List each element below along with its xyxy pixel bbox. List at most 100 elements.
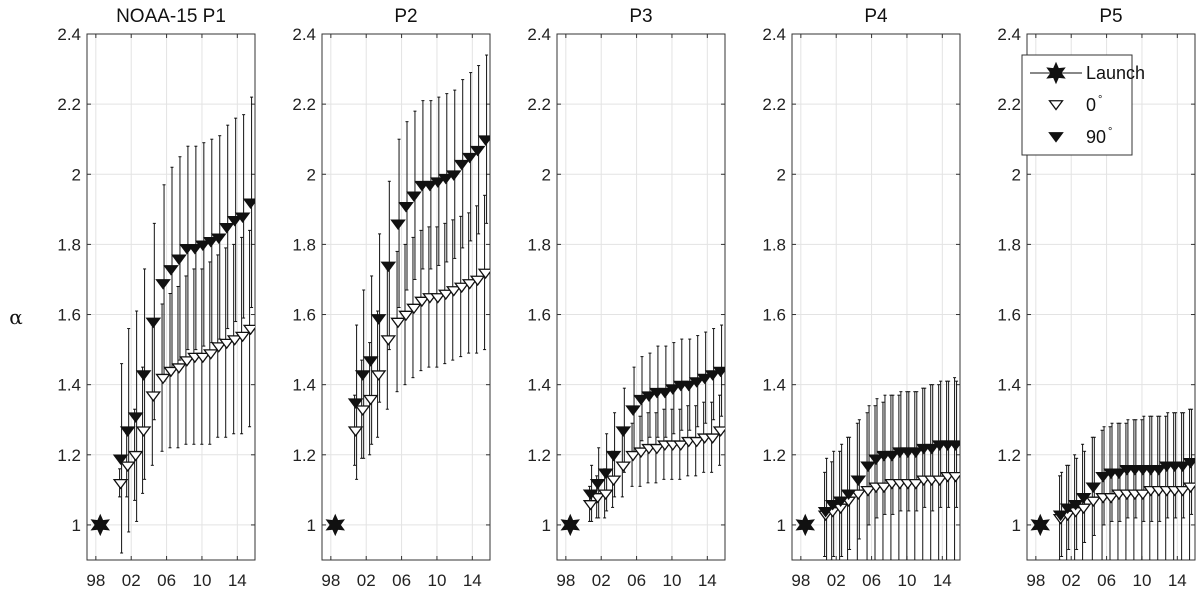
data-point-90deg (1111, 468, 1127, 479)
data-point-0deg (242, 324, 255, 336)
data-point-90deg (625, 405, 641, 416)
data-point-90deg (380, 261, 397, 273)
data-point-0deg (1135, 489, 1151, 501)
data-point-90deg (688, 377, 705, 388)
data-point-0deg (202, 349, 219, 360)
data-point-90deg (1085, 482, 1102, 494)
y-tick-label: 1.2 (57, 446, 81, 465)
data-point-0deg (347, 426, 364, 437)
data-point-90deg (615, 426, 632, 437)
y-tick-label: 1.8 (527, 235, 551, 254)
data-point-90deg (923, 443, 940, 455)
legend-filled-triangle-icon (1048, 132, 1064, 143)
x-tick-label: 02 (592, 571, 611, 590)
data-point-90deg (354, 370, 371, 381)
legend-degree-sup: ° (1098, 94, 1102, 106)
launch-marker (325, 513, 345, 537)
data-point-0deg (445, 286, 462, 297)
plot-area (817, 377, 960, 560)
data-point-0deg (398, 310, 414, 322)
legend-label: Launch (1086, 63, 1145, 83)
data-point-0deg (633, 447, 649, 458)
data-point-90deg (1150, 464, 1167, 476)
data-point-90deg (680, 380, 697, 392)
y-tick-label: 1.4 (292, 376, 316, 395)
y-tick-label: 1.8 (997, 235, 1021, 254)
data-point-90deg (907, 447, 924, 458)
plot-area (112, 96, 255, 554)
y-tick-label: 2 (307, 165, 316, 184)
data-point-90deg (633, 394, 649, 406)
data-point-0deg (135, 426, 152, 437)
y-tick-label: 2.2 (997, 95, 1021, 114)
y-tick-label: 1.8 (57, 235, 81, 254)
y-tick-label: 1 (72, 516, 81, 535)
data-point-0deg (1085, 496, 1102, 508)
data-point-90deg (477, 135, 490, 146)
y-tick-label: 2 (777, 165, 786, 184)
data-point-90deg (422, 180, 438, 192)
axes-frame (791, 33, 961, 561)
data-point-90deg (641, 391, 657, 402)
data-point-90deg (605, 450, 622, 462)
data-point-90deg (1059, 503, 1076, 515)
y-tick-label: 1.6 (57, 306, 81, 325)
y-tick-label: 2.4 (292, 25, 316, 44)
y-tick-label: 1.4 (997, 376, 1021, 395)
data-point-0deg (171, 363, 187, 374)
axes-frame (321, 33, 491, 561)
x-tick-label: 98 (1026, 571, 1045, 590)
data-point-90deg (704, 370, 721, 381)
x-tick-label: 14 (1168, 571, 1187, 590)
data-point-90deg (461, 152, 478, 164)
data-point-90deg (234, 212, 251, 223)
y-axis-label: α (9, 305, 23, 329)
y-tick-label: 1.2 (527, 446, 551, 465)
data-point-0deg (625, 450, 641, 462)
data-point-0deg (907, 478, 924, 490)
data-point-0deg (860, 485, 876, 497)
data-point-90deg (665, 384, 681, 395)
x-tick-label: 10 (1132, 571, 1151, 590)
launch-marker (795, 513, 815, 537)
data-point-90deg (362, 356, 379, 367)
y-tick-label: 2.2 (292, 95, 316, 114)
data-point-90deg (210, 233, 227, 245)
axes-frame (556, 33, 726, 561)
y-tick-label: 1 (542, 516, 551, 535)
data-point-0deg (112, 478, 129, 490)
data-point-90deg (445, 170, 462, 181)
y-tick-label: 2.4 (57, 25, 81, 44)
data-point-0deg (163, 366, 179, 378)
data-point-90deg (406, 191, 422, 202)
data-point-0deg (461, 279, 478, 290)
x-tick-label: 98 (556, 571, 575, 590)
plot-area (1052, 408, 1195, 560)
y-tick-label: 2 (1012, 165, 1021, 184)
x-tick-label: 98 (321, 571, 340, 590)
data-point-90deg (712, 366, 725, 378)
data-point-90deg (850, 475, 867, 486)
x-tick-label: 02 (357, 571, 376, 590)
x-tick-label: 02 (122, 571, 141, 590)
y-tick-label: 1.2 (292, 446, 316, 465)
data-point-0deg (226, 335, 243, 346)
data-point-90deg (370, 314, 387, 325)
data-point-90deg (1075, 493, 1092, 504)
data-point-0deg (704, 433, 721, 444)
data-point-90deg (145, 317, 162, 329)
data-point-90deg (1067, 500, 1084, 511)
data-point-90deg (187, 244, 203, 255)
y-tick-label: 2.2 (57, 95, 81, 114)
data-point-0deg (155, 373, 171, 385)
data-point-90deg (430, 177, 446, 188)
launch-marker (1030, 513, 1050, 537)
data-point-90deg (163, 265, 179, 276)
x-tick-label: 06 (392, 571, 411, 590)
data-point-0deg (649, 443, 665, 455)
x-tick-label: 10 (192, 571, 211, 590)
data-point-0deg (931, 475, 948, 486)
x-tick-label: 02 (1062, 571, 1081, 590)
y-tick-label: 2.2 (762, 95, 786, 114)
x-tick-label: 98 (791, 571, 810, 590)
